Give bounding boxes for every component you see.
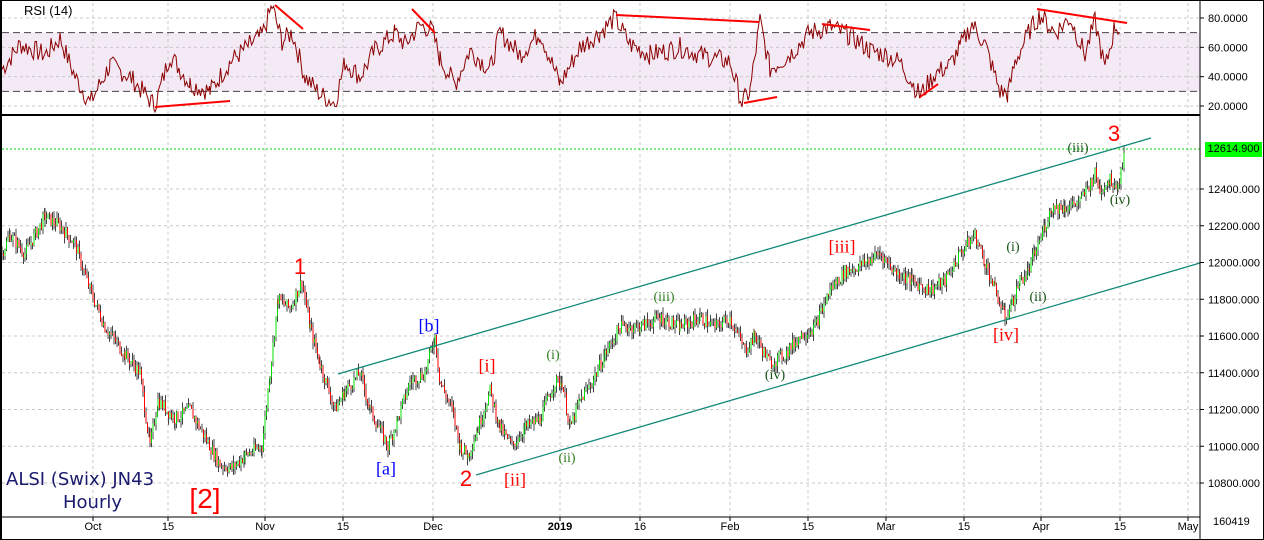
last-price-badge: 12614.900 — [1205, 142, 1262, 157]
svg-text:16: 16 — [634, 521, 646, 533]
wave-label-minor-i: (i) — [546, 348, 560, 363]
svg-text:80.0000: 80.0000 — [1208, 13, 1248, 25]
svg-text:15: 15 — [802, 521, 814, 533]
wave-label-minor-ii: (ii) — [558, 451, 576, 466]
svg-text:12200.000: 12200.000 — [1208, 221, 1260, 233]
wave-label-sub-iii: (iii) — [1067, 141, 1089, 156]
svg-text:Dec: Dec — [423, 521, 443, 533]
svg-text:15: 15 — [162, 521, 174, 533]
price-bars — [1, 145, 1125, 477]
svg-text:15: 15 — [1114, 521, 1126, 533]
wave-label-sub-iv: (iv) — [1109, 193, 1131, 208]
svg-text:11800.000: 11800.000 — [1208, 294, 1259, 306]
instrument-title: ALSI (Swix) JN43 — [6, 469, 155, 490]
svg-text:40.0000: 40.0000 — [1208, 72, 1248, 84]
svg-text:12000.000: 12000.000 — [1208, 258, 1260, 270]
wave-label-3: 3 — [1107, 121, 1121, 146]
svg-text:2019: 2019 — [548, 521, 572, 533]
wave-label-sub-ii: (ii) — [1029, 290, 1047, 305]
wave-label-minor-iv: (iv) — [764, 368, 786, 383]
wave-label-2: 2 — [459, 466, 473, 491]
svg-text:Nov: Nov — [255, 521, 275, 533]
wave-label-ii: [ii] — [504, 469, 526, 490]
svg-text:Apr: Apr — [1032, 521, 1049, 533]
svg-text:Mar: Mar — [877, 521, 896, 533]
svg-text:Oct: Oct — [84, 521, 101, 533]
svg-text:Feb: Feb — [721, 521, 740, 533]
svg-text:15: 15 — [958, 521, 970, 533]
wave-label-iv: [iv] — [993, 324, 1019, 345]
svg-text:11200.000: 11200.000 — [1208, 405, 1259, 417]
svg-text:10800.000: 10800.000 — [1208, 478, 1260, 490]
wave-label-sub-i: (i) — [1006, 240, 1020, 255]
svg-text:12400.000: 12400.000 — [1208, 184, 1260, 196]
wave-label-i: [i] — [478, 355, 496, 376]
wave-label-minor-iii: (iii) — [653, 290, 675, 305]
timeframe-label: Hourly — [63, 492, 123, 513]
svg-text:15: 15 — [337, 521, 349, 533]
wave-label-b: [b] — [418, 315, 440, 336]
rsi-panel-title: RSI (14) — [24, 3, 73, 18]
svg-text:11000.000: 11000.000 — [1208, 441, 1259, 453]
svg-text:May: May — [1178, 521, 1199, 533]
footer-date-code: 160419 — [1213, 516, 1250, 528]
wave-label-2-primary: [2] — [189, 483, 221, 514]
svg-text:11400.000: 11400.000 — [1208, 368, 1259, 380]
svg-text:11600.000: 11600.000 — [1208, 331, 1259, 343]
wave-label-iii: [iii] — [828, 236, 856, 257]
svg-text:20.0000: 20.0000 — [1208, 101, 1248, 113]
svg-text:60.0000: 60.0000 — [1208, 42, 1248, 54]
wave-label-1: 1 — [293, 254, 307, 279]
wave-label-a: [a] — [376, 458, 396, 479]
